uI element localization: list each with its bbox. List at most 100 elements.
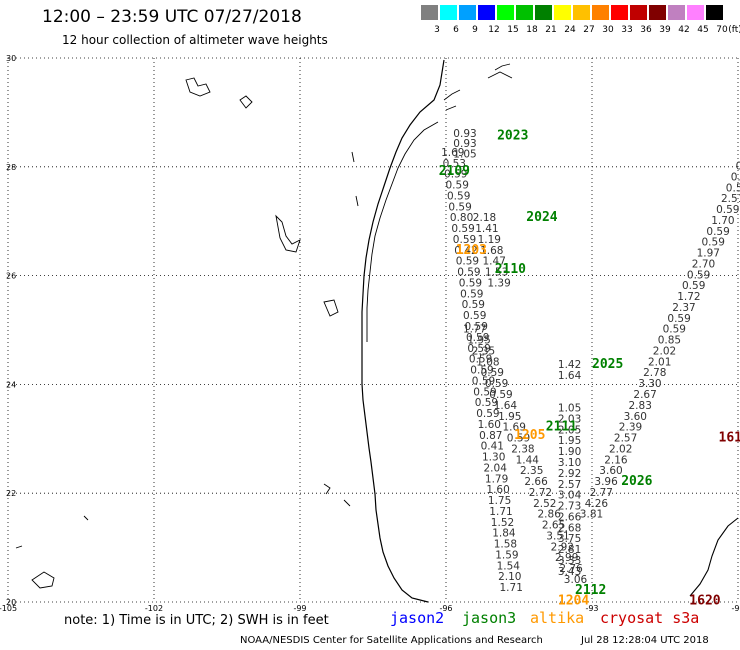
wave-height-value: 2.18 xyxy=(473,212,496,224)
lon-tick-label: -93 xyxy=(585,604,598,613)
wave-height-value: 0.59 xyxy=(469,354,492,366)
lon-tick-label: -102 xyxy=(145,604,163,613)
wave-height-value: 1.44 xyxy=(516,454,540,466)
wave-height-value: 0.59 xyxy=(453,234,476,246)
wave-height-value: 1.54 xyxy=(497,560,521,572)
legend-label: 33 xyxy=(621,25,633,35)
legend-swatch xyxy=(497,5,514,20)
legend-swatch xyxy=(573,5,590,20)
wave-height-value: 0.59 xyxy=(481,367,504,379)
wave-height-value: 2.10 xyxy=(498,571,521,583)
wave-height-value: 0.59 xyxy=(489,389,512,401)
wave-height-value: 3.43 xyxy=(558,566,581,578)
wave-height-value: 1.84 xyxy=(492,528,516,540)
wave-height-value: 0.93 xyxy=(453,138,476,150)
satellite-name: jason3 xyxy=(462,609,517,627)
lat-tick-label: 20 xyxy=(6,598,16,607)
wave-height-value: 2.92 xyxy=(551,541,574,553)
wave-height-value: 2.57 xyxy=(614,433,637,445)
legend-label: 15 xyxy=(507,25,519,35)
legend-swatch xyxy=(440,5,457,20)
pass-number-label: 1203 xyxy=(456,243,487,258)
wave-height-value: 1.58 xyxy=(494,539,517,551)
wave-height-value: 1.95 xyxy=(558,435,581,447)
lat-lon-grid xyxy=(7,57,739,603)
lat-tick-label: 26 xyxy=(6,272,16,281)
wave-height-value: 0.59 xyxy=(446,180,469,192)
wave-height-value: 1.71 xyxy=(489,506,512,518)
wave-height-value: 0.59 xyxy=(456,256,479,268)
wave-height-value: 0.59 xyxy=(460,288,483,300)
wave-height-value: 3.60 xyxy=(599,465,622,477)
wave-height-value: 1.05 xyxy=(453,149,476,161)
wave-height-value: 3.06 xyxy=(564,574,588,586)
wave-height-value: 0.59 xyxy=(472,375,495,387)
wave-height-value: 0.41 xyxy=(481,441,504,453)
legend-swatch xyxy=(535,5,552,20)
wave-height-value: 0.59 xyxy=(451,223,474,235)
islets xyxy=(15,151,359,589)
axis-ticks: -105 -102 -99 -96 -93 -90 30 28 26 24 22 20 xyxy=(0,54,740,613)
wave-height-value: 1.53 xyxy=(485,267,508,279)
wave-height-value: 1.52 xyxy=(491,517,514,529)
wave-height-value: 0.59 xyxy=(667,313,690,325)
wave-height-value: 2.92 xyxy=(558,468,581,480)
wave-height-value: 1.95 xyxy=(467,335,490,347)
wave-height-value: 3.04 xyxy=(558,490,582,502)
legend-label: 18 xyxy=(526,25,538,35)
wave-height-value: 0.59 xyxy=(476,408,499,420)
wave-height-value: 3.81 xyxy=(580,509,603,521)
wave-height-value: 1.08 xyxy=(476,356,499,368)
wave-height-value: 0.59 xyxy=(457,267,480,279)
legend-swatch xyxy=(554,5,571,20)
wave-height-value: 0.59 xyxy=(726,182,740,194)
wave-height-value: 2.66 xyxy=(524,476,548,488)
wave-height-value: 1.60 xyxy=(486,484,509,496)
wave-height-value: 2.83 xyxy=(629,400,652,412)
wave-height-value: 2.02 xyxy=(609,443,632,455)
wave-height-value: 2.73 xyxy=(558,501,581,513)
legend-swatch xyxy=(687,5,704,20)
wave-height-value: 2.86 xyxy=(538,509,562,521)
lon-tick-label: -96 xyxy=(439,604,452,613)
legend-label: 39 xyxy=(659,25,671,35)
legend-swatch xyxy=(630,5,647,20)
lake-outline xyxy=(185,77,211,97)
legend-swatch xyxy=(706,5,723,20)
wave-height-value: 1.05 xyxy=(558,403,581,415)
pass-number-label: 2025 xyxy=(592,357,623,372)
wave-height-value: 1.41 xyxy=(475,223,498,235)
wave-height-value: 0.59 xyxy=(716,204,739,216)
page-subtitle: 12 hour collection of altimeter wave hei… xyxy=(62,33,328,47)
pass-number-label: 2023 xyxy=(497,129,528,144)
legend-swatch xyxy=(592,5,609,20)
pass-number-label: 1205 xyxy=(514,428,545,443)
satellite-name: jason2 xyxy=(390,609,445,627)
wave-height-value: 0.80 xyxy=(450,212,473,224)
satellite-name: cryosat s3a xyxy=(600,609,700,627)
wave-height-value: 2.38 xyxy=(511,443,534,455)
wave-height-value: 2.37 xyxy=(672,302,695,314)
generated-timestamp: Jul 28 12:28:04 UTC 2018 xyxy=(581,635,709,646)
legend-swatch xyxy=(668,5,685,20)
lat-tick-label: 28 xyxy=(6,163,16,172)
legend-label: 36 xyxy=(640,25,652,35)
wave-height-value: 1.75 xyxy=(488,495,511,507)
wave-height-value: 1.59 xyxy=(495,550,518,562)
barrier-island xyxy=(366,121,439,342)
wave-height-value: 0.85 xyxy=(658,335,681,347)
wave-height-value: 0.87 xyxy=(479,430,502,442)
wave-height-value: 2.99 xyxy=(555,552,578,564)
wave-height-value: 3.51 xyxy=(546,530,569,542)
pass-number-label: 1619 xyxy=(719,431,740,446)
wave-height-value: 0.59 xyxy=(485,378,508,390)
wave-height-value: 0.59 xyxy=(462,299,485,311)
wave-height-value: 2.05 xyxy=(558,424,581,436)
wave-height-value: 1.71 xyxy=(500,582,523,594)
wave-height-value: 0.59 xyxy=(687,269,710,281)
wave-height-value: 2.01 xyxy=(648,356,671,368)
wave-height-value: 2.39 xyxy=(619,422,642,434)
legend-label: 70 xyxy=(716,25,728,35)
pass-number-label: 2109 xyxy=(439,164,470,179)
